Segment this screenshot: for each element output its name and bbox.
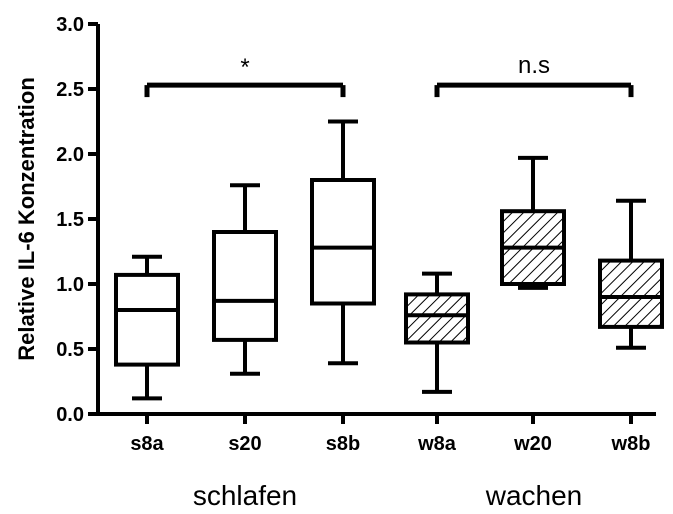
significance-label: * xyxy=(240,54,249,81)
significance-bracket: * xyxy=(144,54,346,98)
y-axis-title: Relative IL-6 Konzentration xyxy=(14,77,39,361)
group-label: schlafen xyxy=(193,480,297,511)
y-tick-label: 1.5 xyxy=(56,209,84,231)
box-iqr xyxy=(212,230,278,342)
y-tick-label: 2.0 xyxy=(56,144,84,166)
box-iqr xyxy=(310,178,376,306)
box-s20 xyxy=(212,183,278,376)
y-tick-label: 3.0 xyxy=(56,14,84,36)
box-iqr xyxy=(404,292,470,345)
boxes xyxy=(114,119,664,401)
y-tick-label: 2.5 xyxy=(56,79,84,101)
x-tick-label: w8b xyxy=(611,433,651,455)
y-tick-label: 1.0 xyxy=(56,274,84,296)
box-w20 xyxy=(500,155,566,290)
box-iqr xyxy=(114,272,180,367)
x-tick-label: s20 xyxy=(228,433,261,455)
box-w8b xyxy=(598,198,664,350)
box-iqr xyxy=(598,258,664,329)
box-w8a xyxy=(404,271,470,394)
box-s8a xyxy=(114,254,180,401)
x-tick-label: w8a xyxy=(417,433,457,455)
significance-bracket: n.s xyxy=(434,52,634,98)
axes: 0.0 0.5 1.0 1.5 2.0 2.5 3.0 s8a s20 s8b w8a w20 w8b xyxy=(56,14,656,455)
significance-label: n.s xyxy=(518,52,550,79)
group-label: wachen xyxy=(485,480,583,511)
y-tick-label: 0.0 xyxy=(56,404,84,426)
labels: Relative IL-6 Konzentration * n.s schlafen w… xyxy=(14,52,634,511)
x-tick-label: s8b xyxy=(326,433,360,455)
y-tick-label: 0.5 xyxy=(56,339,84,361)
box-s8b xyxy=(310,119,376,366)
x-tick-label: w20 xyxy=(513,433,552,455)
x-tick-label: s8a xyxy=(130,433,164,455)
